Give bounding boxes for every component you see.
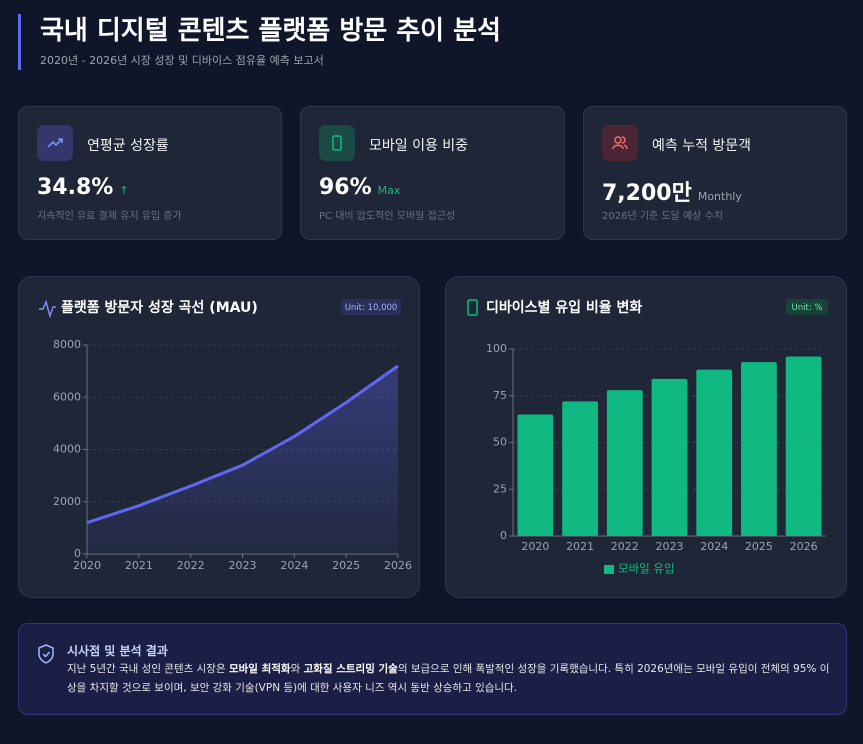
kpi-number: 96% xyxy=(319,175,372,200)
kpi-suffix: ↑ xyxy=(119,184,129,197)
kpi-suffix: Monthly xyxy=(697,190,742,203)
x-tick-label: 2020 xyxy=(521,540,549,553)
unit-badge: Unit: % xyxy=(792,303,823,313)
icon xyxy=(37,125,73,161)
text: 지난 5년간 국내 성인 콘텐츠 시장은 xyxy=(67,663,229,675)
x-tick-label: 2026 xyxy=(790,540,818,553)
kpi-card: 연평균 성장률 34.8% ↑ 지속적인 유료 결제 유저 유입 증가 xyxy=(18,106,282,240)
x-tick-label: 2020 xyxy=(73,559,101,572)
kpi-value: 96% Max xyxy=(319,175,400,200)
kpi-number: 34.8% xyxy=(37,175,114,200)
bar xyxy=(651,378,688,536)
chart-panel: 디바이스별 유입 비율 변화 Unit: % 0 25 50 75 100 2020 202… xyxy=(445,276,847,598)
insight-box: 시사점 및 분석 결과 지난 5년간 국내 성인 콘텐츠 시장은 모바일 최적화… xyxy=(18,623,847,715)
chart: 플랫폼 방문자 성장 곡선 (MAU) Unit: 10,000 0 2000 40… xyxy=(39,299,412,572)
y-tick-label: 25 xyxy=(493,482,507,495)
chart: 디바이스별 유입 비율 변화 Unit: % 0 25 50 75 100 2020 202… xyxy=(467,299,828,576)
page-title: 국내 디지털 콘텐츠 플랫폼 방문 추이 분석 xyxy=(40,16,501,46)
y-tick-label: 4000 xyxy=(53,443,81,456)
x-tick-label: 2025 xyxy=(332,559,360,572)
chart-title: 디바이스별 유입 비율 변화 xyxy=(486,299,642,316)
insight-text: 지난 5년간 국내 성인 콘텐츠 시장은 모바일 최적화와 고화질 스트리밍 기… xyxy=(67,660,837,698)
y-tick-label: 0 xyxy=(500,529,507,542)
kpi-desc: PC 대비 압도적인 모바일 접근성 xyxy=(319,211,456,222)
icon xyxy=(602,125,638,161)
bar xyxy=(562,401,598,536)
bar xyxy=(785,356,822,536)
insight-title: 시사점 및 분석 결과 xyxy=(67,644,168,658)
unit-badge: Unit: 10,000 xyxy=(345,303,398,313)
x-tick-label: 2021 xyxy=(566,540,594,553)
chart-title: 플랫폼 방문자 성장 곡선 (MAU) xyxy=(61,299,258,316)
bar xyxy=(741,362,777,536)
text: 와 xyxy=(290,663,304,675)
line xyxy=(86,364,399,525)
y-tick-label: 0 xyxy=(74,547,81,560)
x-tick-label: 2023 xyxy=(229,559,257,572)
kpi-card: 모바일 이용 비중 96% Max PC 대비 압도적인 모바일 접근성 xyxy=(300,106,565,240)
kpi-label: 예측 누적 방문객 xyxy=(652,138,752,154)
y-tick-label: 6000 xyxy=(53,390,81,403)
x-tick-label: 2025 xyxy=(745,540,773,553)
x-tick-label: 2023 xyxy=(656,540,684,553)
legend-swatch xyxy=(604,565,614,574)
chart-panel: 플랫폼 방문자 성장 곡선 (MAU) Unit: 10,000 0 2000 40… xyxy=(18,276,420,598)
kpi-desc: 지속적인 유료 결제 유저 유입 증가 xyxy=(37,211,182,222)
bar xyxy=(696,369,733,536)
kpi-value: 34.8% ↑ xyxy=(37,175,129,200)
y-tick-label: 50 xyxy=(493,436,507,449)
kpi-desc: 2026년 기준 도달 예상 수치 xyxy=(602,211,723,222)
kpi-card: 예측 누적 방문객 7,200만 Monthly 2026년 기준 도달 예상 수… xyxy=(583,106,847,240)
bar xyxy=(606,390,643,536)
legend-label: 모바일 유입 xyxy=(618,562,675,576)
page-subtitle: 2020년 - 2026년 시장 성장 및 디바이스 점유율 예측 보고서 xyxy=(40,54,324,67)
kpi-suffix: Max xyxy=(377,184,401,197)
y-tick-label: 2000 xyxy=(53,495,81,508)
x-tick-label: 2022 xyxy=(611,540,639,553)
header: 국내 디지털 콘텐츠 플랫폼 방문 추이 분석 2020년 - 2026년 시장… xyxy=(18,14,501,70)
emphasis: 모바일 최적화 xyxy=(228,663,291,675)
kpi-value: 7,200만 Monthly xyxy=(602,175,742,207)
x-tick-label: 2026 xyxy=(384,559,412,572)
bar xyxy=(517,414,554,536)
emphasis: 고화질 스트리밍 기술 xyxy=(303,663,398,675)
x-tick-label: 2024 xyxy=(700,540,728,553)
y-tick-label: 75 xyxy=(493,389,507,402)
area xyxy=(87,365,398,554)
kpi-label: 연평균 성장률 xyxy=(87,138,169,154)
kpi-number: 7,200만 xyxy=(602,181,692,206)
y-tick-label: 8000 xyxy=(53,338,81,351)
x-tick-label: 2024 xyxy=(280,559,308,572)
text: 의 보급으로 인해 폭발적인 성장을 기록했습니다. 특히 2026년에는 모바… xyxy=(67,663,830,694)
icon xyxy=(319,125,355,161)
x-tick-label: 2022 xyxy=(177,559,205,572)
x-tick-label: 2021 xyxy=(125,559,153,572)
kpi-label: 모바일 이용 비중 xyxy=(369,138,469,154)
y-tick-label: 100 xyxy=(486,342,507,355)
